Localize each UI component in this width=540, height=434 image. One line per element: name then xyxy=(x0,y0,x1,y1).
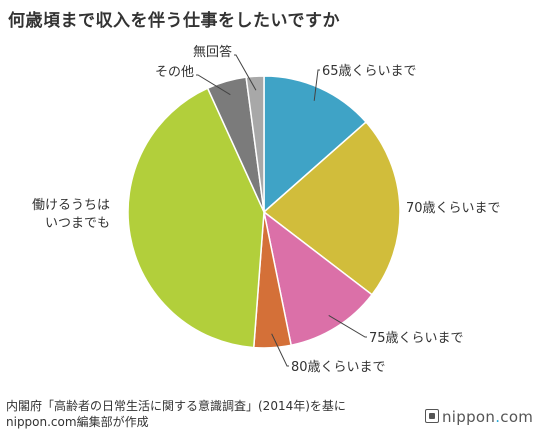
brand-logo: nippon.com xyxy=(425,408,533,426)
chart-title: 何歳頃まで収入を伴う仕事をしたいですか xyxy=(8,11,340,31)
pie-slice-2 xyxy=(262,121,401,296)
leader-line-6 xyxy=(196,74,231,96)
source-line-1: 内閣府「高齢者の日常生活に関する意識調査」(2014年)を基に xyxy=(6,399,346,413)
pie-slice-1 xyxy=(263,75,368,214)
slice-label-2: 70歳くらいまで xyxy=(406,201,501,216)
leader-line-3 xyxy=(328,314,367,338)
leader-line-1 xyxy=(313,69,320,101)
pie-slices xyxy=(127,75,401,349)
brand-name: nippon xyxy=(442,408,496,426)
source-note: 内閣府「高齢者の日常生活に関する意識調査」(2014年)を基に nippon.c… xyxy=(6,398,346,430)
nippon-logo-icon xyxy=(425,409,439,423)
pie-slice-7 xyxy=(245,75,265,213)
brand-dot: . xyxy=(495,408,501,426)
slice-labels: 65歳くらいまで 70歳くらいまで 75歳くらいまで 80歳くらいまで 働けるうちはいつ… xyxy=(32,44,501,375)
pie-slice-5 xyxy=(127,87,265,349)
leader-line-4 xyxy=(271,333,289,367)
slice-label-4: 80歳くらいまで xyxy=(291,360,386,375)
leader-line-7 xyxy=(234,54,257,91)
slice-label-3: 75歳くらいまで xyxy=(369,331,464,346)
slice-label-6: その他 xyxy=(155,65,194,80)
pie-slice-3 xyxy=(262,210,374,347)
source-line-2: nippon.com編集部が作成 xyxy=(6,415,149,429)
slice-label-5: 働けるうちはいつまでも xyxy=(32,198,110,231)
leader-lines xyxy=(196,54,367,367)
brand-suffix: com xyxy=(500,408,534,426)
slice-label-7: 無回答 xyxy=(193,44,232,60)
slice-label-1: 65歳くらいまで xyxy=(322,64,417,79)
